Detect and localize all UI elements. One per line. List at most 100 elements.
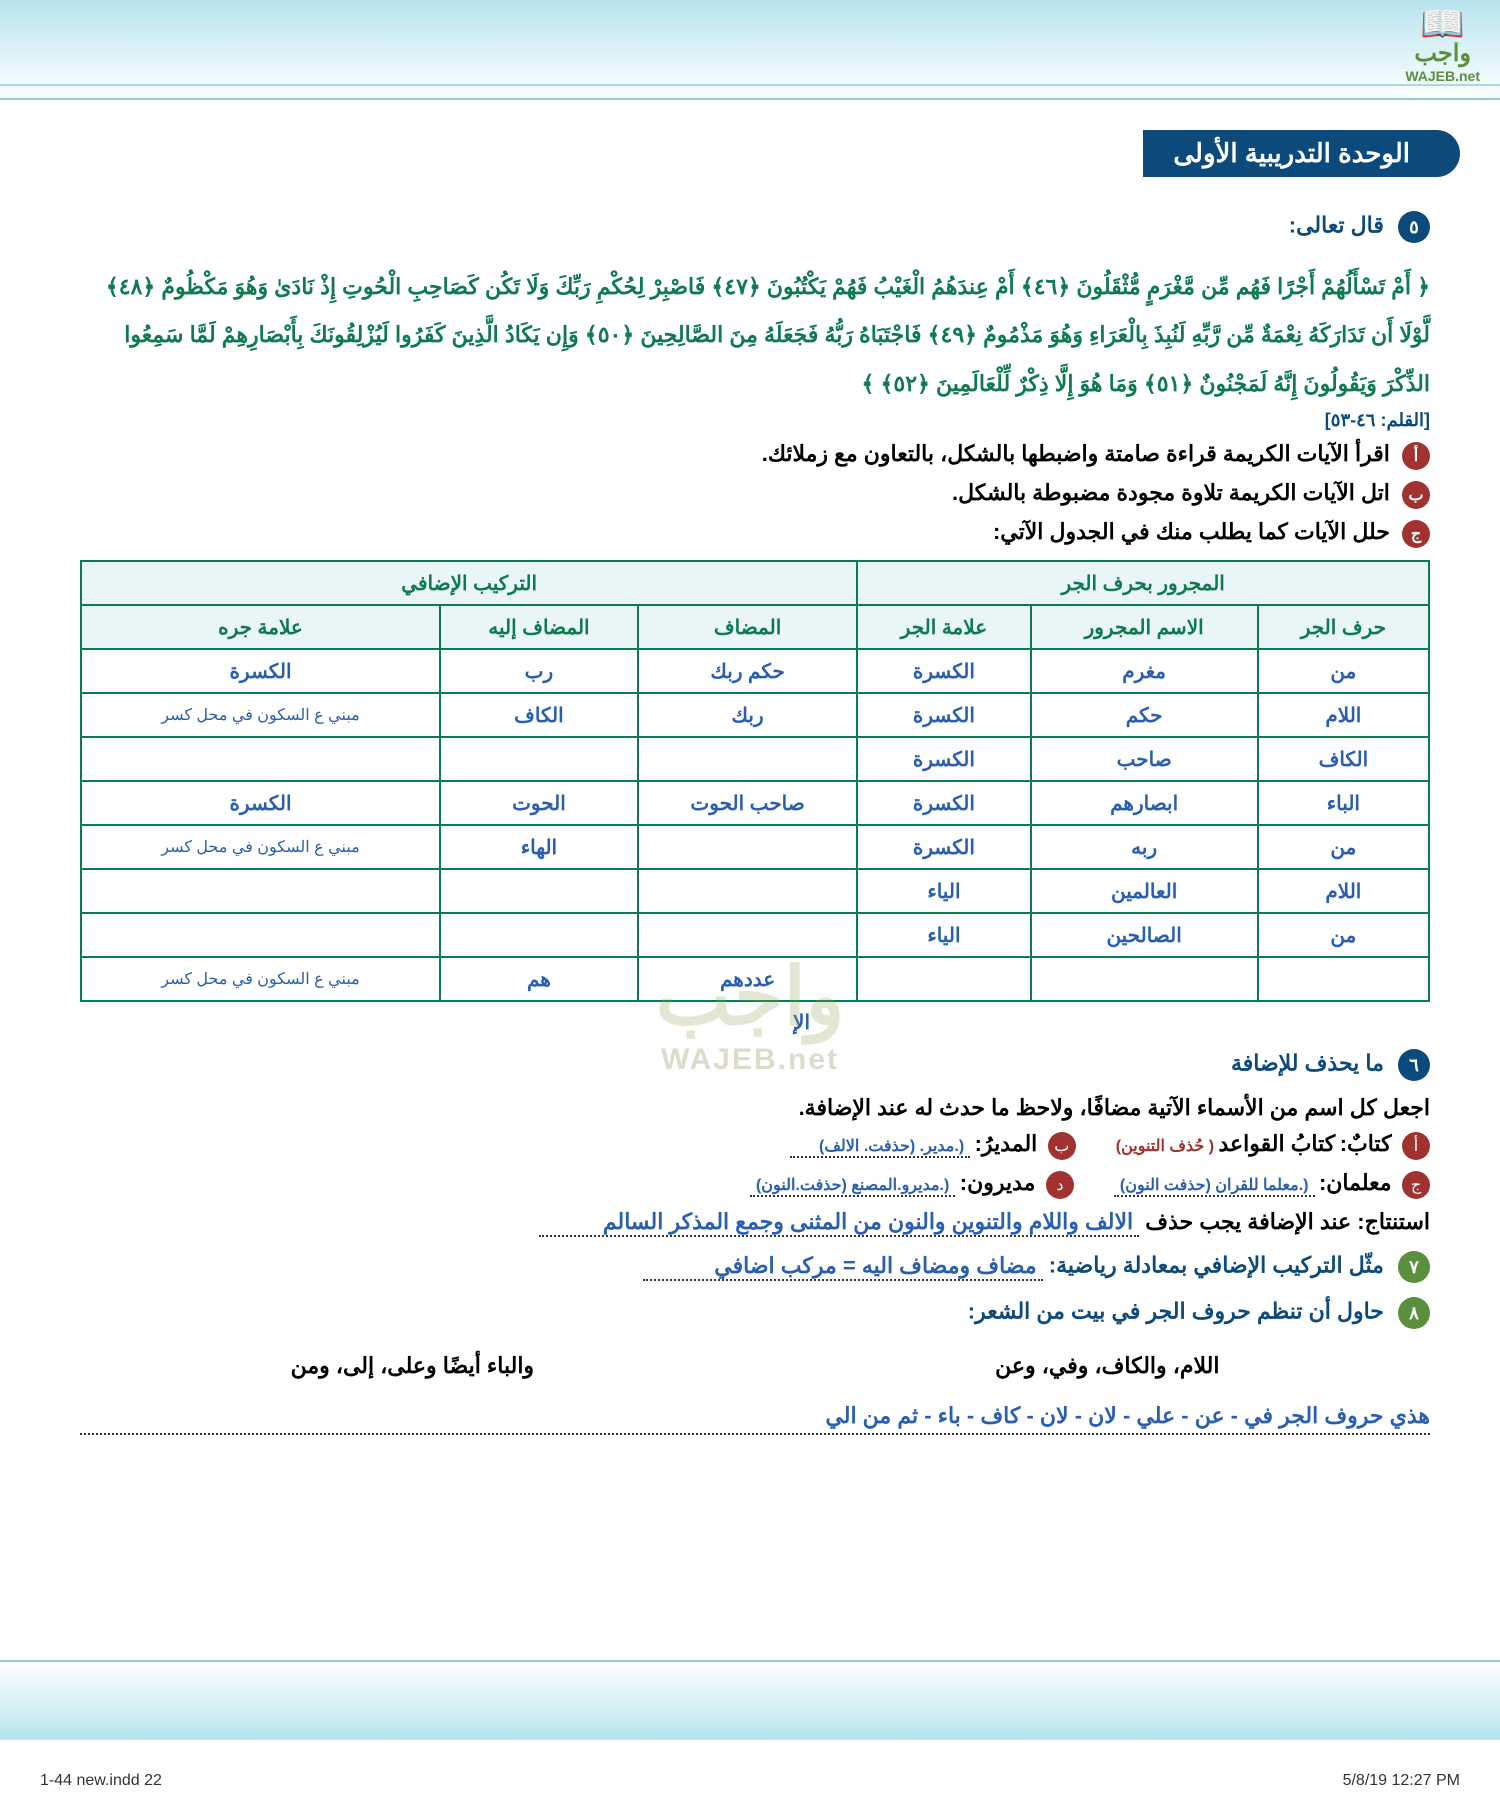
table-cell: حكم — [1031, 693, 1258, 737]
q8-answer: هذي حروف الجر في - عن - علي - لان - لان … — [80, 1399, 1430, 1435]
table-cell: حكم ربك — [638, 649, 857, 693]
table-cell: من — [1258, 825, 1429, 869]
sub-c: ج حلل الآيات كما يطلب منك في الجدول الآت… — [80, 519, 1430, 548]
q6-c-ans: (.معلما للقران (حذفت النون) — [1114, 1175, 1315, 1197]
bullet-b: ب — [1402, 481, 1430, 509]
book-icon: 📖 — [1405, 10, 1480, 39]
q6-item-d: د مديرون: (.مديرو.المصنع (حذفت.النون) — [750, 1170, 1074, 1199]
q6-d-mark: د — [1046, 1171, 1074, 1199]
table-cell: الياء — [857, 913, 1030, 957]
table-cell: العالمين — [1031, 869, 1258, 913]
col-0: حرف الجر — [1258, 605, 1429, 649]
q8-hemistich-2: والباء أيضًا وعلى، إلى، ومن — [291, 1353, 534, 1379]
sub-c-text: حلل الآيات كما يطلب منك في الجدول الآتي: — [993, 519, 1390, 544]
logo-en: WAJEB.net — [1405, 68, 1480, 84]
table-cell — [440, 869, 638, 913]
q5-heading: ٥ قال تعالى: — [80, 211, 1430, 243]
table-row: عددهمهممبني ع السكون في محل كسر — [81, 957, 1429, 1001]
group-header-2: التركيب الإضافي — [81, 561, 857, 605]
q5-number: ٥ — [1398, 211, 1430, 243]
q6-conclusion: استنتاج: عند الإضافة يجب حذف الالف واللا… — [80, 1209, 1430, 1237]
table-cell: الكسرة — [857, 693, 1030, 737]
table-cell: صاحب الحوت — [638, 781, 857, 825]
q7-heading: ٧ مثّل التركيب الإضافي بمعادلة رياضية: م… — [80, 1251, 1430, 1283]
table-cell: ربه — [1031, 825, 1258, 869]
page-root: 📖 واجب WAJEB.net الوحدة التدريبية الأولى… — [0, 0, 1500, 1800]
footer-wave — [0, 1660, 1500, 1740]
table-cell: الهاء — [440, 825, 638, 869]
table-cell: ربك — [638, 693, 857, 737]
q8-number: ٨ — [1398, 1297, 1430, 1329]
table-cell — [440, 913, 638, 957]
q6-number: ٦ — [1398, 1049, 1430, 1081]
table-cell: ابصارهم — [1031, 781, 1258, 825]
table-cell: مبني ع السكون في محل كسر — [81, 957, 440, 1001]
table-cell — [638, 913, 857, 957]
q6-heading: ٦ ما يحذف للإضافة — [80, 1049, 1430, 1081]
footer-right: 5/8/19 12:27 PM — [1343, 1772, 1460, 1790]
col-5: علامة جره — [81, 605, 440, 649]
q8-poem: اللام، والكاف، وفي، وعن والباء أيضًا وعل… — [80, 1343, 1430, 1389]
group-header-1: المجرور بحرف الجر — [857, 561, 1429, 605]
footer-left: 1-44 new.indd 22 — [40, 1772, 162, 1790]
table-cell: الباء — [1258, 781, 1429, 825]
table-cell — [1031, 957, 1258, 1001]
table-cell — [81, 869, 440, 913]
q6-b-mark: ب — [1048, 1132, 1076, 1160]
table-cell: الكاف — [440, 693, 638, 737]
q8-hemistich-1: اللام، والكاف، وفي، وعن — [995, 1353, 1219, 1379]
logo-ar: واجب — [1405, 39, 1480, 68]
table-cell: هم — [440, 957, 638, 1001]
table-cell: الكسرة — [857, 649, 1030, 693]
sub-b: ب اتل الآيات الكريمة تلاوة مجودة مضبوطة … — [80, 480, 1430, 509]
sub-a: أ اقرأ الآيات الكريمة قراءة صامتة واضبطه… — [80, 441, 1430, 470]
q6-item-c: ج معلمان: (.معلما للقران (حذفت النون) — [1114, 1170, 1430, 1199]
q5-label: قال تعالى: — [1289, 213, 1384, 238]
table-row: منالصالحينالياء — [81, 913, 1429, 957]
quran-verses: ﴿ أَمْ تَسْأَلُهُمْ أَجْرًا فَهُم مِّن م… — [80, 257, 1430, 410]
table-cell: عددهم — [638, 957, 857, 1001]
q6-a-note: ( حُذف التنوين) — [1116, 1138, 1214, 1155]
q6-item-a: أ كتابٌ: كتابُ القواعد ( حُذف التنوين) — [1116, 1131, 1430, 1160]
q6-row-cd: ج معلمان: (.معلما للقران (حذفت النون) د … — [80, 1170, 1430, 1199]
table-row: الباءابصارهمالكسرةصاحب الحوتالحوتالكسرة — [81, 781, 1429, 825]
table-cell — [638, 825, 857, 869]
unit-title-banner: الوحدة التدريبية الأولى — [1143, 130, 1460, 177]
table-cell: صاحب — [1031, 737, 1258, 781]
table-cell: مبني ع السكون في محل كسر — [81, 825, 440, 869]
bullet-c: ج — [1402, 520, 1430, 548]
site-logo: 📖 واجب WAJEB.net — [1405, 10, 1480, 84]
q6-a-label: كتابٌ: — [1340, 1131, 1392, 1156]
q6-item-b: ب المديرُ: (.مدير. (حذفت. الالف) — [790, 1131, 1076, 1160]
table-row: اللامحكمالكسرةربكالكافمبني ع السكون في م… — [81, 693, 1429, 737]
table-cell: مغرم — [1031, 649, 1258, 693]
quran-reference: [القلم: ٤٦-٥٣] — [80, 410, 1430, 431]
q7-ans: مضاف ومضاف اليه = مركب اضافي — [643, 1253, 1043, 1281]
q6-b-ans: (.مدير. (حذفت. الالف) — [790, 1136, 970, 1158]
q6-a-given: كتابُ القواعد — [1218, 1131, 1335, 1156]
table-cell — [638, 869, 857, 913]
table-cell: الكاف — [1258, 737, 1429, 781]
q6-title: ما يحذف للإضافة — [1231, 1051, 1384, 1076]
table-cell: من — [1258, 913, 1429, 957]
q6-c-mark: ج — [1402, 1171, 1430, 1199]
q7-label: مثّل التركيب الإضافي بمعادلة رياضية: — [1049, 1253, 1384, 1278]
header-wave — [0, 0, 1500, 100]
table-cell: الصالحين — [1031, 913, 1258, 957]
q6-a-mark: أ — [1402, 1132, 1430, 1160]
sub-a-text: اقرأ الآيات الكريمة قراءة صامتة واضبطها … — [762, 441, 1390, 466]
table-cell — [857, 957, 1030, 1001]
table-row: منمغرمالكسرةحكم ربكربالكسرة — [81, 649, 1429, 693]
table-body: منمغرمالكسرةحكم ربكربالكسرةاللامحكمالكسر… — [81, 649, 1429, 1001]
q8-label: حاول أن تنظم حروف الجر في بيت من الشعر: — [968, 1299, 1384, 1324]
q8-heading: ٨ حاول أن تنظم حروف الجر في بيت من الشعر… — [80, 1297, 1430, 1329]
q6-d-label: مديرون: — [960, 1170, 1036, 1195]
table-cell: رب — [440, 649, 638, 693]
col-2: علامة الجر — [857, 605, 1030, 649]
table-cell — [1258, 957, 1429, 1001]
table-below-note: الإ — [80, 1010, 810, 1035]
table-cell: الكسرة — [857, 781, 1030, 825]
col-1: الاسم المجرور — [1031, 605, 1258, 649]
table-cell — [638, 737, 857, 781]
table-cell — [81, 737, 440, 781]
